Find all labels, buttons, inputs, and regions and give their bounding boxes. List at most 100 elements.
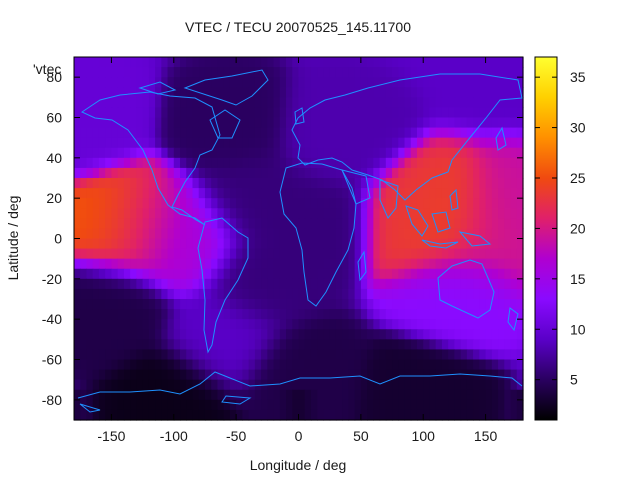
heatmap-cell [92, 309, 100, 320]
heatmap-cell [123, 97, 131, 109]
heatmap-cell [279, 379, 287, 391]
heatmap-cell [229, 157, 237, 169]
heatmap-cell [354, 369, 362, 381]
heatmap-cell [192, 188, 200, 199]
heatmap-cell [105, 268, 113, 280]
heatmap-cell [173, 369, 181, 381]
heatmap-cell [242, 329, 250, 340]
heatmap-cell [404, 299, 412, 310]
heatmap-cell [348, 107, 356, 119]
heatmap-cell [74, 188, 81, 199]
heatmap-cell [435, 87, 443, 98]
heatmap-cell [435, 198, 443, 209]
heatmap-cell [373, 198, 381, 209]
heatmap-cell [292, 97, 300, 109]
heatmap-cell [410, 208, 418, 219]
y-tick-label: -60 [42, 352, 62, 368]
heatmap-cell [379, 359, 387, 371]
heatmap-cell [92, 359, 100, 371]
heatmap-cell [229, 278, 237, 290]
heatmap-cell [335, 208, 343, 219]
heatmap-cell [286, 117, 293, 129]
heatmap-cell [516, 278, 524, 290]
heatmap-cell [298, 137, 306, 149]
heatmap-cell [435, 228, 443, 240]
heatmap-cell [80, 208, 88, 219]
heatmap-cell [86, 349, 94, 361]
heatmap-cell [473, 77, 480, 88]
heatmap-cell [161, 107, 169, 119]
heatmap-cell [211, 359, 219, 371]
heatmap-cell [223, 127, 231, 139]
heatmap-cell [229, 319, 237, 330]
heatmap-cell [204, 349, 212, 361]
heatmap-cell [379, 188, 387, 199]
heatmap-cell [441, 117, 449, 129]
heatmap-cell [348, 157, 356, 169]
heatmap-cell [504, 178, 512, 189]
heatmap-cell [192, 379, 200, 391]
heatmap-cell [510, 329, 518, 340]
heatmap-cell [466, 208, 474, 219]
heatmap-cell [398, 248, 406, 260]
heatmap-cell [286, 399, 293, 411]
heatmap-cell [86, 399, 94, 411]
heatmap-cell [498, 248, 505, 260]
heatmap-cell [454, 178, 462, 189]
heatmap-cell [367, 379, 374, 391]
heatmap-cell [74, 157, 81, 169]
heatmap-cell [111, 389, 119, 401]
heatmap-cell [248, 258, 256, 270]
heatmap-cell [155, 238, 162, 250]
heatmap-cell [429, 339, 437, 351]
heatmap-cell [136, 329, 144, 340]
heatmap-cell [460, 178, 468, 189]
heatmap-cell [248, 77, 256, 88]
heatmap-cell [310, 309, 318, 320]
heatmap-cell [217, 188, 225, 199]
heatmap-cell [248, 228, 256, 240]
heatmap-cell [466, 389, 474, 401]
heatmap-cell [111, 228, 119, 240]
heatmap-cell [473, 278, 480, 290]
heatmap-cell [148, 198, 156, 209]
heatmap-cell [217, 167, 225, 179]
heatmap-cell [404, 399, 412, 411]
heatmap-cell [204, 359, 212, 371]
heatmap-cell [167, 309, 175, 320]
heatmap-cell [211, 319, 219, 330]
heatmap-cell [410, 107, 418, 119]
heatmap-cell [254, 248, 262, 260]
heatmap-cell [148, 278, 156, 290]
heatmap-cell [186, 157, 194, 169]
heatmap-cell [348, 127, 356, 139]
heatmap-cell [204, 258, 212, 270]
heatmap-cell [373, 359, 381, 371]
heatmap-cell [491, 288, 499, 300]
heatmap-cell [286, 57, 293, 68]
heatmap-cell [80, 147, 88, 159]
heatmap-cell [367, 218, 374, 230]
heatmap-cell [123, 77, 131, 88]
heatmap-cell [180, 77, 187, 88]
heatmap-cell [198, 87, 206, 98]
heatmap-cell [111, 117, 119, 129]
heatmap-cell [510, 268, 518, 280]
heatmap-cell [329, 127, 337, 139]
heatmap-cell [180, 67, 187, 78]
heatmap-cell [504, 238, 512, 250]
heatmap-cell [261, 409, 268, 421]
heatmap-cell [273, 97, 281, 109]
heatmap-cell [373, 238, 381, 250]
heatmap-cell [92, 127, 100, 139]
heatmap-cell [292, 107, 300, 119]
heatmap-cell [317, 178, 325, 189]
heatmap-cell [504, 147, 512, 159]
heatmap-cell [86, 309, 94, 320]
heatmap-cell [392, 389, 399, 401]
heatmap-cell [317, 339, 325, 351]
heatmap-cell [304, 208, 312, 219]
heatmap-cell [92, 218, 100, 230]
heatmap-cell [510, 359, 518, 371]
